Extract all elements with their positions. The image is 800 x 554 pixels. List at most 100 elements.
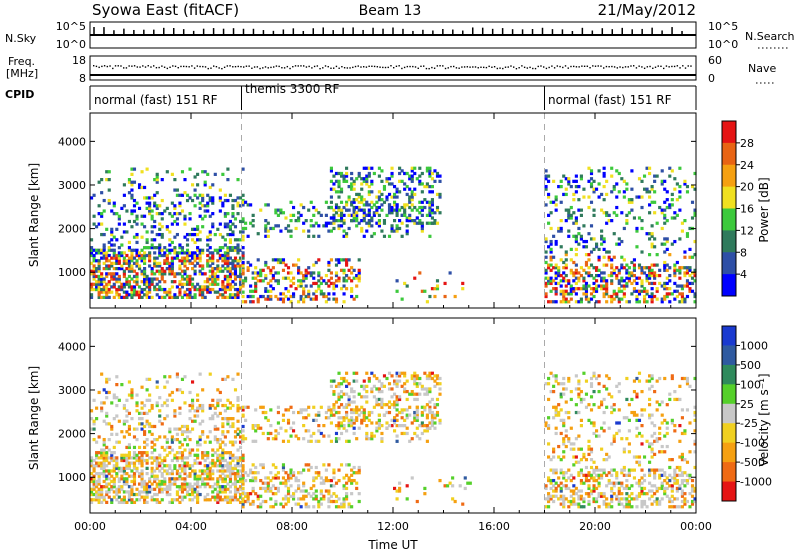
echo-cell	[567, 213, 571, 217]
echo-cell	[256, 505, 260, 509]
echo-cell	[393, 486, 397, 491]
echo-cell	[218, 487, 222, 491]
echo-cell	[203, 471, 207, 476]
echo-cell	[582, 287, 586, 291]
echo-cell	[216, 282, 220, 286]
echo-cell	[132, 466, 137, 470]
echo-cell	[276, 258, 280, 262]
echo-cell	[102, 246, 106, 250]
echo-cell	[660, 179, 664, 183]
echo-cell	[645, 266, 649, 270]
nave-dot	[668, 66, 670, 68]
echo-cell	[216, 490, 220, 494]
echo-cell	[221, 259, 225, 263]
echo-cell	[332, 221, 336, 225]
echo-cell	[658, 268, 662, 272]
echo-cell	[339, 224, 344, 228]
echo-cell	[90, 293, 94, 297]
echo-cell	[198, 435, 202, 439]
echo-cell	[569, 271, 573, 275]
echo-cell	[332, 213, 336, 217]
echo-cell	[281, 268, 286, 272]
echo-cell	[610, 174, 614, 178]
echo-cell	[286, 271, 291, 275]
echo-cell	[420, 413, 424, 417]
echo-cell	[342, 213, 346, 217]
echo-cell	[607, 219, 611, 223]
echo-cell	[385, 421, 389, 425]
echo-cell	[342, 221, 346, 225]
echo-cell	[165, 248, 169, 252]
echo-cell	[158, 461, 162, 465]
echo-cell	[607, 250, 611, 254]
echo-cell	[115, 403, 119, 408]
echo-cell	[269, 279, 273, 283]
echo-cell	[221, 490, 225, 494]
echo-cell	[236, 246, 240, 250]
echo-cell	[221, 477, 225, 481]
echo-cell	[130, 277, 134, 281]
echo-cell	[314, 260, 318, 265]
echo-cell	[297, 484, 301, 488]
echo-cell	[132, 204, 137, 208]
echo-cell	[602, 211, 606, 215]
echo-cell	[592, 190, 596, 194]
echo-cell	[622, 497, 626, 501]
echo-cell	[155, 172, 159, 176]
echo-cell	[430, 418, 434, 422]
echo-cell	[279, 297, 283, 301]
echo-cell	[584, 297, 589, 301]
echo-cell	[211, 417, 215, 421]
echo-cell	[137, 293, 142, 297]
echo-cell	[355, 408, 359, 412]
echo-cell	[567, 234, 571, 238]
echo-cell	[221, 485, 225, 489]
echo-cell	[302, 297, 306, 301]
echo-cell	[347, 478, 351, 483]
echo-cell	[125, 280, 129, 284]
echo-cell	[385, 213, 389, 217]
echo-cell	[110, 232, 114, 237]
echo-cell	[408, 187, 412, 191]
echo-cell	[125, 466, 129, 470]
echo-cell	[216, 269, 220, 273]
echo-cell	[352, 389, 356, 394]
echo-cell	[241, 253, 245, 258]
echo-cell	[544, 177, 548, 181]
echo-cell	[574, 216, 578, 220]
echo-cell	[350, 177, 354, 181]
echo-cell	[153, 479, 157, 484]
echo-cell	[688, 268, 692, 272]
echo-cell	[216, 482, 220, 486]
echo-cell	[668, 499, 672, 504]
echo-cell	[347, 418, 351, 422]
echo-cell	[188, 451, 192, 455]
echo-cell	[312, 478, 316, 483]
echo-cell	[259, 502, 263, 506]
echo-cell	[117, 490, 121, 494]
echo-cell	[395, 205, 399, 210]
echo-cell	[339, 190, 344, 194]
echo-cell	[468, 481, 472, 485]
echo-cell	[362, 177, 366, 181]
echo-cell	[294, 287, 298, 291]
echo-cell	[337, 392, 341, 396]
echo-cell	[660, 468, 664, 472]
echo-cell	[367, 224, 371, 228]
echo-cell	[125, 430, 129, 434]
echo-cell	[208, 477, 212, 481]
echo-cell	[352, 179, 356, 183]
echo-cell	[155, 261, 159, 265]
echo-cell	[236, 204, 240, 208]
echo-cell	[673, 268, 677, 272]
echo-cell	[289, 300, 293, 304]
echo-cell	[117, 419, 121, 423]
echo-cell	[327, 229, 331, 233]
echo-cell	[198, 285, 202, 289]
echo-cell	[289, 434, 293, 438]
echo-cell	[251, 489, 255, 493]
echo-cell	[597, 258, 601, 262]
echo-cell	[637, 494, 642, 498]
echo-cell	[97, 461, 101, 465]
nave-dot	[136, 66, 139, 68]
